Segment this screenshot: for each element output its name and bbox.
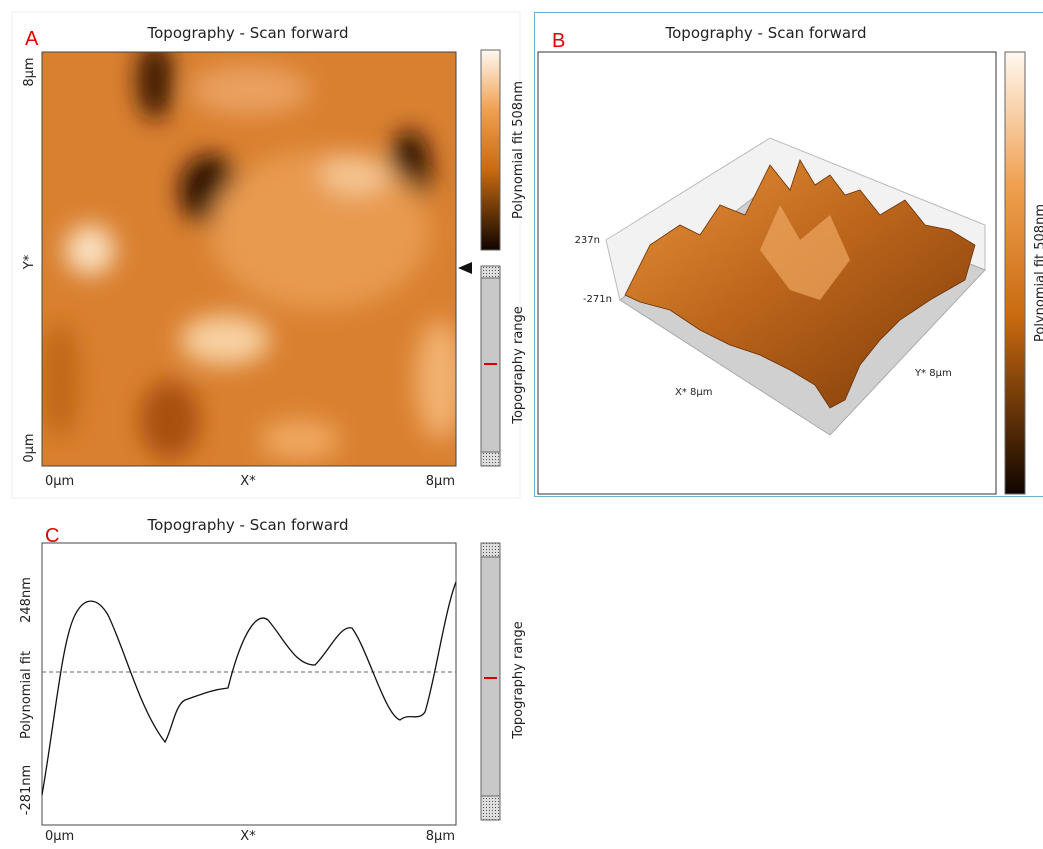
x-axis-label: X* 8µm bbox=[675, 387, 713, 398]
range-end bbox=[481, 266, 500, 278]
y-axis-bottom: 0µm bbox=[22, 433, 37, 462]
colorbar bbox=[1005, 52, 1025, 494]
x-axis-left: 0µm bbox=[45, 829, 74, 844]
panel-c: C Topography - Scan forward 248nm Polyno… bbox=[19, 516, 526, 844]
panel-title: Topography - Scan forward bbox=[147, 24, 349, 42]
x-axis-label: X* bbox=[240, 829, 256, 844]
range-label: Topography range bbox=[511, 621, 526, 740]
panel-b: B Topography - Scan forward 237n -271n X… bbox=[535, 13, 1043, 497]
range-end bbox=[481, 452, 500, 466]
panel-a: A Topography - Scan forward 8µm Y* 0µm 0… bbox=[12, 12, 526, 498]
range-bar bbox=[481, 266, 500, 466]
x-axis-right: 8µm bbox=[426, 474, 455, 489]
range-end bbox=[481, 543, 500, 557]
panel-letter: A bbox=[25, 28, 39, 50]
panel-title: Topography - Scan forward bbox=[665, 24, 867, 42]
range-end bbox=[481, 796, 500, 820]
x-axis-right: 8µm bbox=[426, 829, 455, 844]
y-axis-label: Y* 8µm bbox=[914, 368, 952, 379]
y-axis-label: Polynomial fit bbox=[19, 651, 34, 739]
plot-frame bbox=[42, 543, 456, 825]
y-axis-top: 8µm bbox=[22, 57, 37, 86]
panel-letter: B bbox=[552, 30, 565, 52]
y-axis-label: Y* bbox=[22, 254, 37, 270]
z-top-label: 237n bbox=[575, 235, 600, 246]
x-axis-left: 0µm bbox=[45, 474, 74, 489]
panel-title: Topography - Scan forward bbox=[147, 516, 349, 534]
z-bottom-label: -271n bbox=[583, 294, 612, 305]
y-axis-top: 248nm bbox=[19, 577, 34, 623]
colorbar-label: Polynomial fit 508nm bbox=[1033, 204, 1043, 342]
colorbar-label: Polynomial fit 508nm bbox=[511, 81, 526, 219]
range-label: Topography range bbox=[511, 306, 526, 425]
y-axis-bottom: -281nm bbox=[19, 765, 34, 815]
range-bar bbox=[481, 543, 500, 820]
colorbar bbox=[481, 50, 500, 250]
x-axis-label: X* bbox=[240, 474, 256, 489]
topography-image bbox=[40, 40, 465, 466]
